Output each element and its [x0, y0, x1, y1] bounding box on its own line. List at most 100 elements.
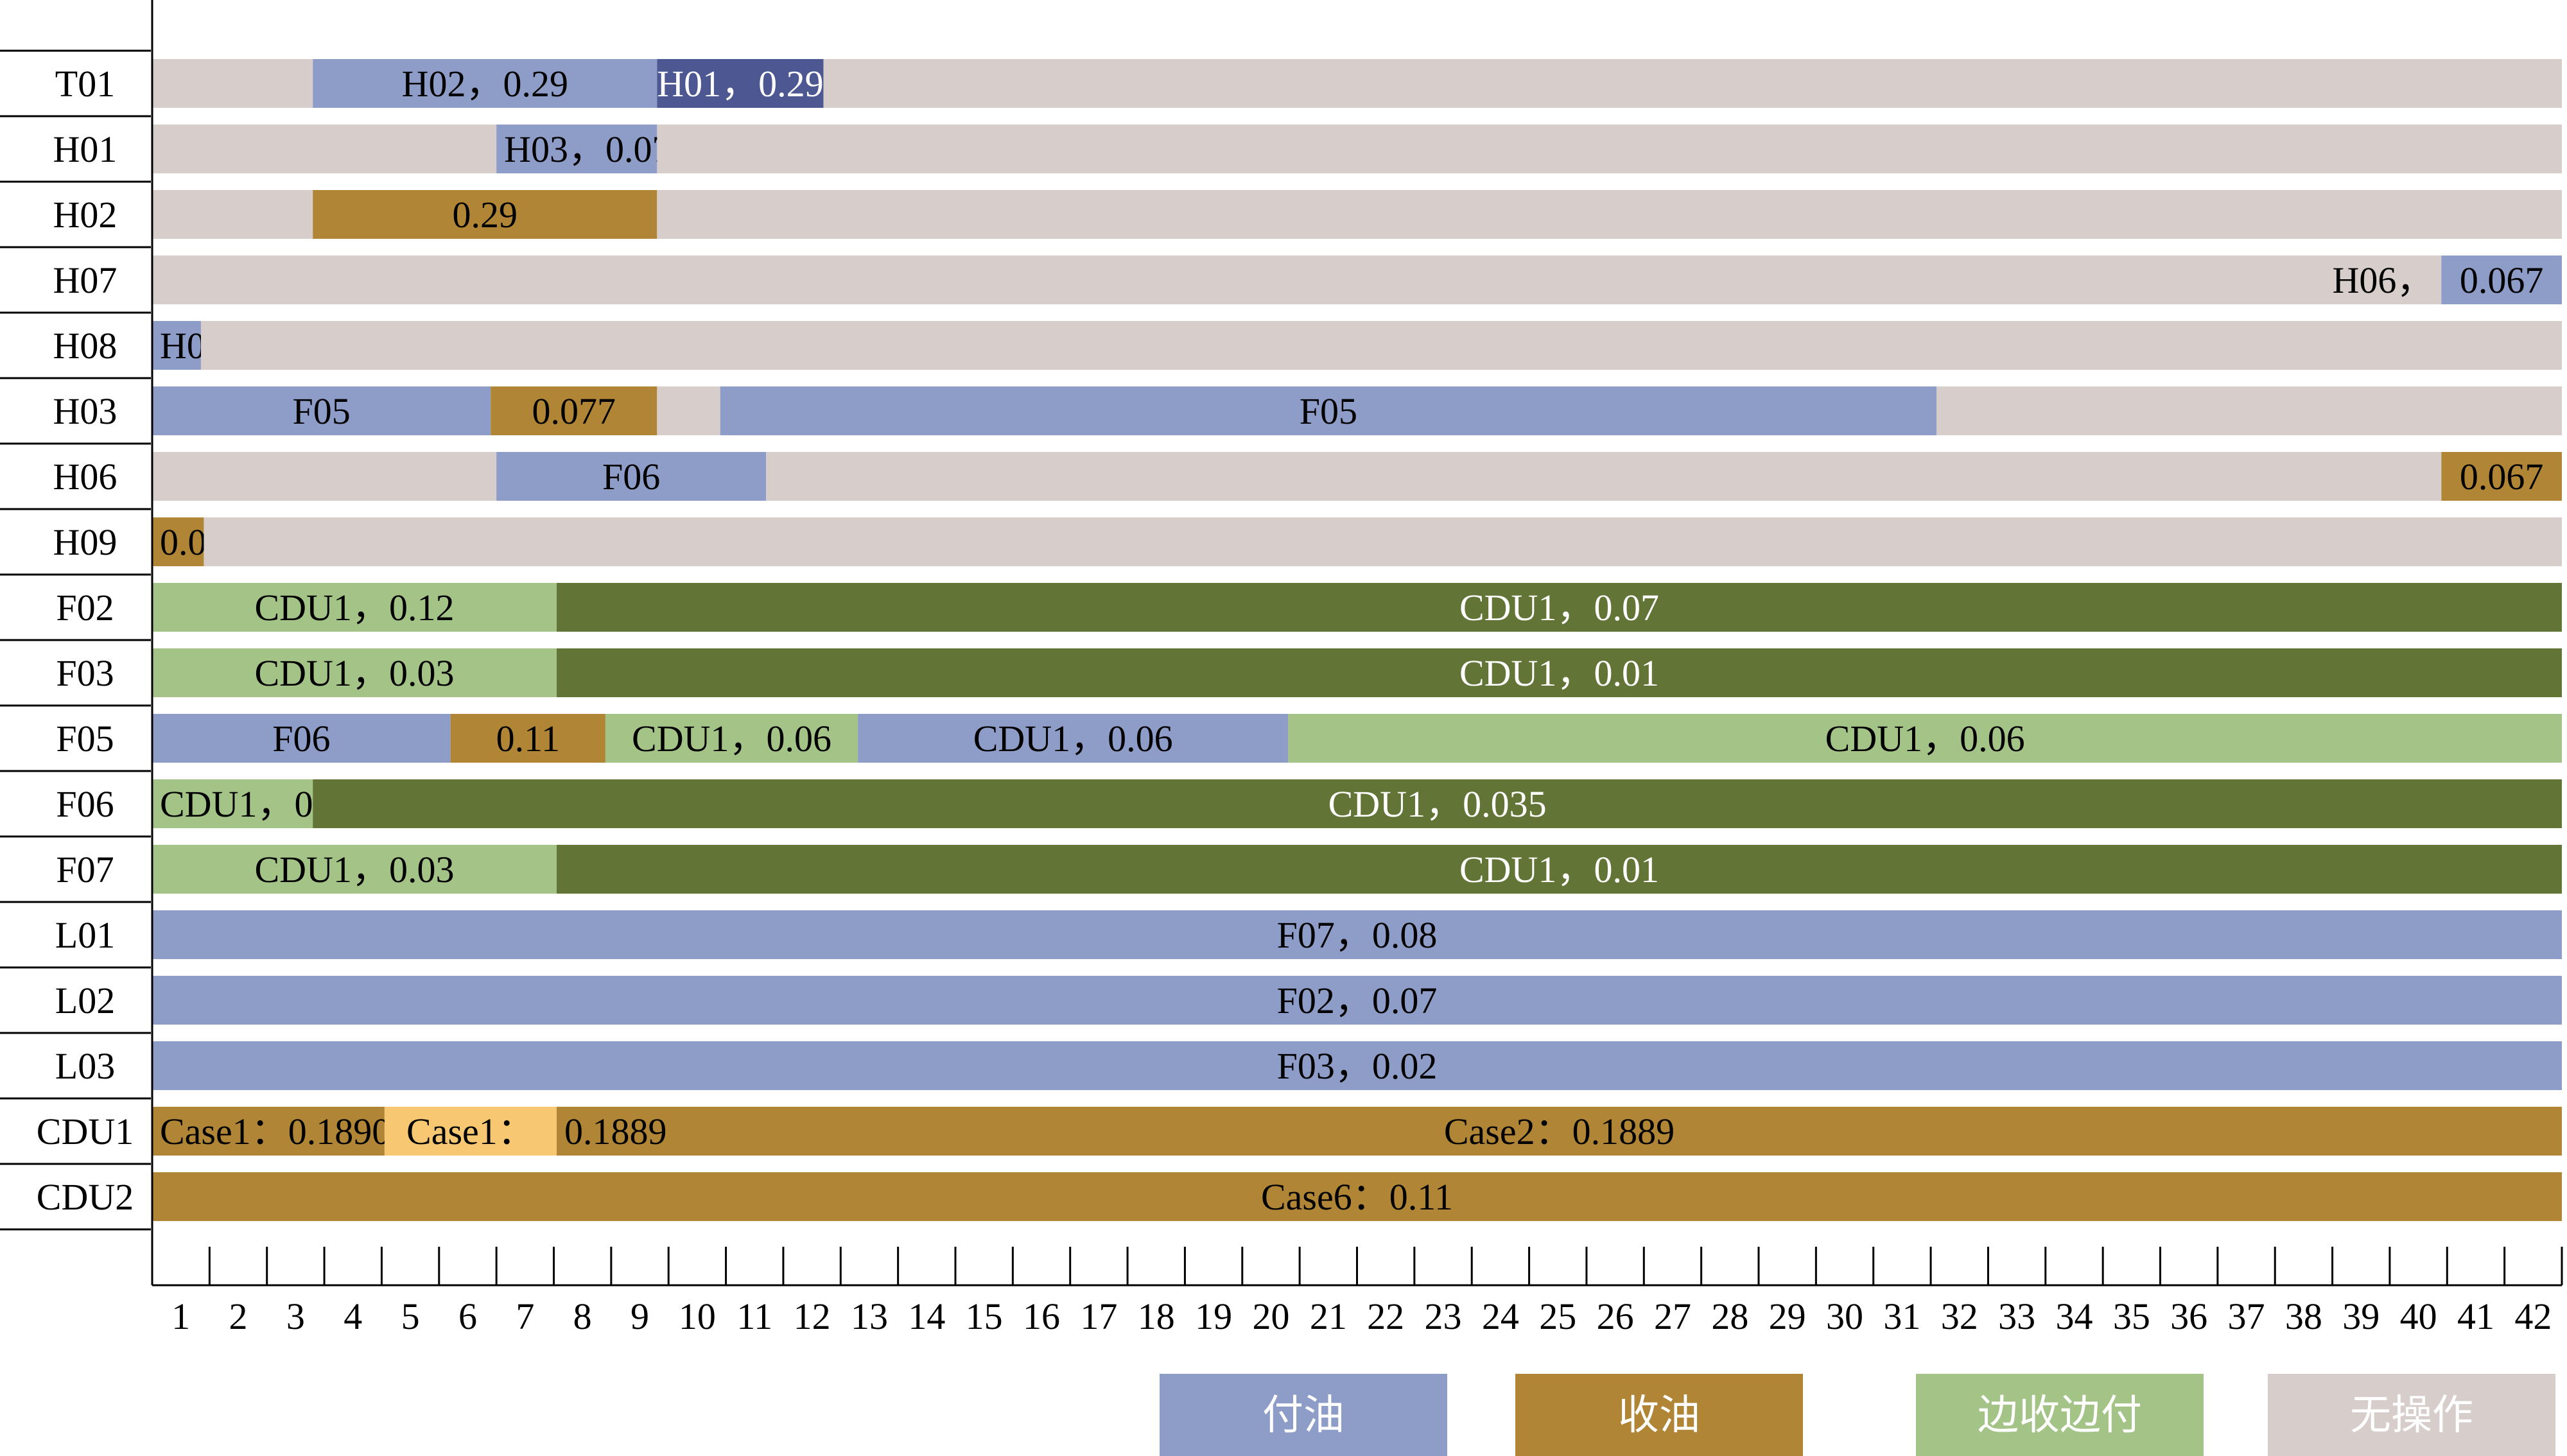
- row-label: F07: [56, 849, 114, 890]
- row-label: H01: [53, 128, 117, 170]
- bar-label: Case1：: [406, 1111, 535, 1152]
- bar-segment: [491, 386, 657, 435]
- bar-segment: [152, 648, 557, 697]
- bar-segment: [605, 714, 858, 763]
- x-tick-label: 22: [1367, 1296, 1404, 1337]
- x-tick-label: 26: [1597, 1296, 1634, 1337]
- bar-label: 0.067: [2460, 456, 2544, 498]
- bar-label: H01，0.29: [657, 63, 823, 105]
- bars: H02，0.29H01，0.29H03，0.0770.29H06，0.067H0…: [152, 59, 2563, 1221]
- bar-label: H02，0.29: [402, 63, 568, 105]
- bar-segment: [313, 59, 657, 108]
- x-tick-label: 37: [2228, 1296, 2265, 1337]
- bar-label: 0.077: [532, 390, 616, 432]
- bar-label: 0.067: [2460, 259, 2544, 301]
- x-tick-label: 27: [1654, 1296, 1691, 1337]
- x-tick-label: 10: [679, 1296, 716, 1337]
- x-tick-label: 12: [794, 1296, 831, 1337]
- x-tick-label: 23: [1425, 1296, 1462, 1337]
- bar-segment: [152, 583, 557, 632]
- legend-swatch: [1515, 1374, 1803, 1456]
- x-tick-label: 9: [631, 1296, 649, 1337]
- bar-segment: [766, 452, 2442, 501]
- x-tick-label: 2: [229, 1296, 248, 1337]
- bar-label: F02，0.07: [1277, 980, 1438, 1021]
- bar-segment: [1288, 714, 2562, 763]
- x-tick-label: 3: [286, 1296, 305, 1337]
- bar-segment: [313, 779, 2563, 828]
- x-tick-label: 39: [2342, 1296, 2380, 1337]
- x-tick-label: 36: [2170, 1296, 2207, 1337]
- bar-segment: [313, 190, 657, 239]
- x-tick-label: 5: [401, 1296, 420, 1337]
- legend-item: 边收边付: [1916, 1374, 2204, 1456]
- row-label: H03: [53, 390, 117, 432]
- bar-label: 0.1889: [564, 1111, 666, 1152]
- x-tick-label: 18: [1138, 1296, 1175, 1337]
- bar-segment: [152, 125, 497, 173]
- bar-segment: [152, 386, 491, 435]
- bar-segment: [152, 190, 313, 239]
- x-tick-label: 32: [1941, 1296, 1978, 1337]
- bar-segment: [657, 190, 2563, 239]
- x-tick-label: 30: [1826, 1296, 1863, 1337]
- x-tick-label: 29: [1769, 1296, 1806, 1337]
- bar-label: F07，0.08: [1277, 914, 1438, 956]
- x-tick-label: 42: [2514, 1296, 2552, 1337]
- bar-segment: [556, 648, 2563, 697]
- bar-segment: [720, 386, 1937, 435]
- legend-item: 付油: [1160, 1374, 1447, 1456]
- x-tick-label: 14: [908, 1296, 945, 1337]
- bar-label: H06，: [2332, 259, 2433, 301]
- row-label: F03: [56, 652, 114, 694]
- bar-label: 0.29: [453, 194, 518, 236]
- bar-label: CDU1，0.06: [1825, 718, 2025, 759]
- legend-label: 无操作: [2350, 1392, 2473, 1438]
- bar-label: F03，0.02: [1277, 1045, 1438, 1087]
- x-tick-label: 17: [1080, 1296, 1117, 1337]
- x-tick-label: 24: [1482, 1296, 1519, 1337]
- x-tick-label: 33: [1998, 1296, 2035, 1337]
- row-label: H09: [53, 521, 117, 563]
- legend-label: 付油: [1262, 1392, 1344, 1438]
- bar-label: CDU1，0.01: [1459, 652, 1659, 694]
- bar-segment: [657, 59, 824, 108]
- bar-label: Case1：0.1890: [160, 1111, 390, 1152]
- row-label: T01: [55, 63, 115, 105]
- x-tick-label: 4: [344, 1296, 362, 1337]
- row-label: F05: [56, 718, 114, 759]
- bar-segment: [152, 1172, 2562, 1221]
- row-label: L02: [55, 980, 115, 1021]
- legend-label: 收油: [1618, 1392, 1700, 1438]
- row-label: CDU1: [37, 1111, 134, 1152]
- bar-label: CDU1，0.12: [254, 587, 454, 628]
- bar-segment: [152, 517, 204, 566]
- row-label: L03: [55, 1045, 115, 1087]
- bar-segment: [556, 1107, 2563, 1156]
- x-tick-label: 41: [2457, 1296, 2494, 1337]
- x-tick-label: 31: [1883, 1296, 1920, 1337]
- row-label: H06: [53, 456, 117, 498]
- bar-label: CDU1，0.06: [632, 718, 831, 759]
- bar-segment: [657, 125, 2563, 173]
- legend-swatch: [2268, 1374, 2555, 1456]
- bar-segment: [823, 59, 2562, 108]
- row-label: F06: [56, 783, 114, 825]
- bar-segment: [152, 321, 201, 370]
- x-tick-label: 6: [458, 1296, 477, 1337]
- x-tick-label: 38: [2285, 1296, 2322, 1337]
- x-tick-label: 21: [1310, 1296, 1347, 1337]
- x-axis-ticks: 1 2 3 4 5 6 7 8 9 10 11 12 13 14 15 16 17 18 19 20 21 22 23 24 2…: [151, 1247, 2563, 1337]
- bar-segment: [204, 517, 2563, 566]
- x-tick-label: 34: [2055, 1296, 2093, 1337]
- bar-label: CDU1，0.03: [254, 652, 454, 694]
- row-label: L01: [55, 914, 115, 956]
- x-tick-label: 1: [171, 1296, 190, 1337]
- bar-label: 0.11: [496, 718, 560, 759]
- bar-segment: [2441, 452, 2562, 501]
- bar-label: Case2：0.1889: [1444, 1111, 1675, 1152]
- row-label-gridlines: [0, 49, 151, 1231]
- x-tick-label: 13: [851, 1296, 888, 1337]
- row-label: H02: [53, 194, 117, 236]
